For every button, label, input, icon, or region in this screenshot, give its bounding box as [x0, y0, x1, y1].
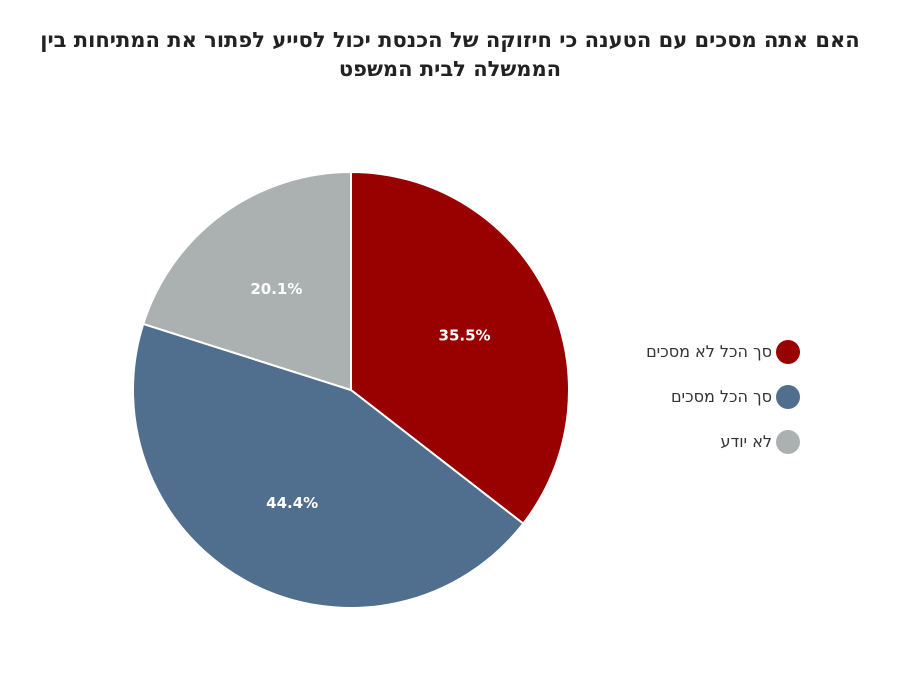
legend-label-dont-know: לא יודע	[720, 432, 772, 451]
chart-title-line-1: האם אתה מסכים עם הטענה כי חיזוקה של הכנס…	[40, 28, 860, 52]
pie-slices	[132, 171, 570, 609]
pie-data-labels: 35.5% 44.4% 20.1%	[250, 280, 490, 512]
chart-legend: סך הכל לא מסכים סך הכל מסכים לא יודע	[600, 329, 800, 464]
legend-swatch-total-agree	[776, 384, 800, 409]
legend-label-total-disagree: סך הכל לא מסכים	[646, 342, 772, 361]
legend-item-dont-know[interactable]: לא יודע	[600, 419, 800, 464]
legend-swatch-dont-know	[776, 429, 800, 454]
legend-label-total-agree: סך הכל מסכים	[670, 387, 772, 406]
pie-slice-total-agree[interactable]	[132, 322, 525, 609]
pie-slice-dont-know[interactable]	[142, 171, 352, 391]
chart-title: האם אתה מסכים עם הטענה כי חיזוקה של הכנס…	[20, 26, 880, 84]
legend-item-total-disagree[interactable]: סך הכל לא מסכים	[600, 329, 800, 374]
legend-item-total-agree[interactable]: סך הכל מסכים	[600, 374, 800, 419]
pie-slice-total-disagree[interactable]	[350, 171, 570, 525]
data-label-total-agree: 44.4%	[266, 494, 318, 512]
chart-title-line-2: הממשלה לבית המשפט	[338, 57, 562, 81]
data-label-total-disagree: 35.5%	[439, 326, 491, 344]
data-label-dont-know: 20.1%	[250, 280, 302, 298]
legend-swatch-total-disagree	[776, 339, 800, 364]
